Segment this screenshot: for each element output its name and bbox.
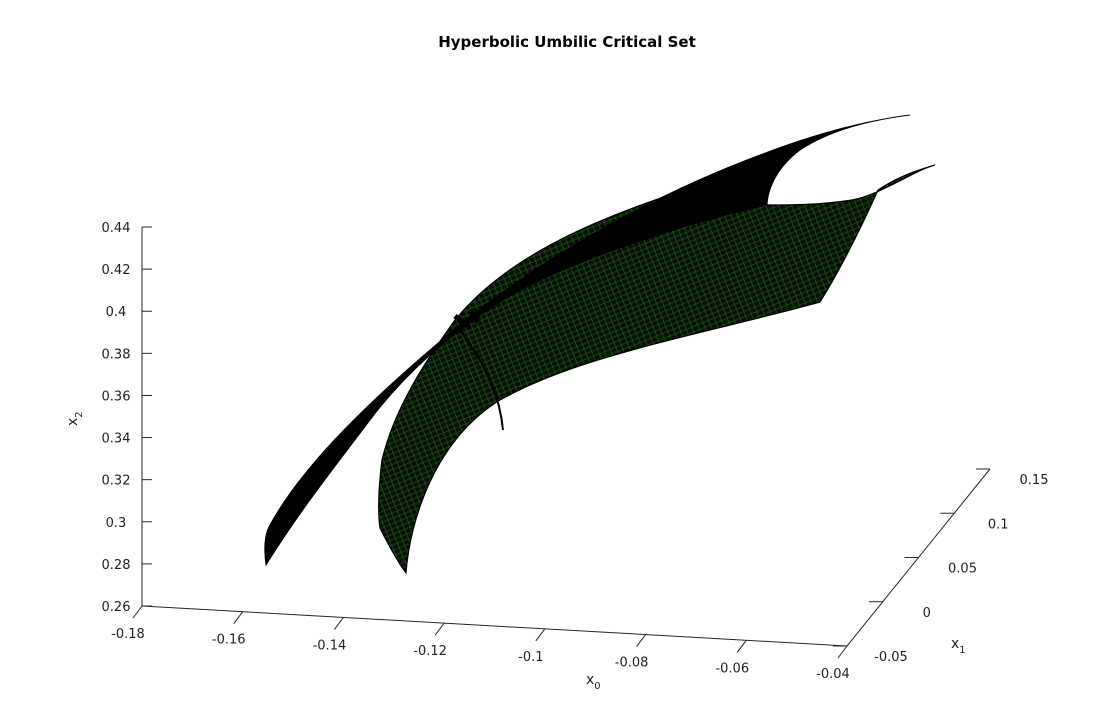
y-tick-label: 0.15: [1020, 473, 1049, 488]
y-axis-label: x1: [951, 636, 966, 656]
x-tick-mark: [334, 617, 344, 630]
z-axis-label: x2: [65, 411, 85, 426]
z-tick-label: 0.34: [102, 432, 131, 447]
x-tick-label: -0.1: [518, 650, 543, 665]
x-tick-mark: [736, 639, 747, 653]
fold-edge-line: [453, 308, 481, 330]
cusp-edge-line: [459, 329, 504, 431]
y-tick-label: 0.1: [988, 517, 1009, 532]
x-tick-label: -0.12: [413, 644, 447, 659]
x-tick-label: -0.16: [212, 633, 246, 648]
x-tick-mark: [636, 634, 646, 647]
y-tick-label: 0.05: [948, 562, 977, 577]
x-ticks: -0.18 -0.16 -0.14 -0.12 -0.1 -0.08 -0.06 -0.04: [111, 605, 850, 682]
x-tick-label: -0.04: [816, 667, 850, 682]
x-tick-label: -0.18: [111, 627, 145, 642]
z-tick-label: 0.3: [106, 516, 127, 531]
z-tick-label: 0.28: [102, 558, 131, 573]
z-axis-label-base: x: [65, 418, 81, 426]
z-tick-label: 0.42: [102, 263, 131, 278]
z-tick-label: 0.36: [102, 389, 131, 404]
x-tick-label: -0.14: [313, 638, 347, 653]
chart-title: Hyperbolic Umbilic Critical Set: [438, 33, 696, 51]
x-tick-mark: [233, 611, 244, 625]
y-axis-label-base: x: [951, 636, 959, 652]
surface-plot: [264, 114, 936, 575]
axes: 0.26 0.28 0.3 0.32 0.34 0.36 0.38 0.4 0.42 0.44 -…: [102, 221, 1049, 682]
y-tick-label: -0.05: [874, 650, 908, 665]
x-tick-mark: [837, 645, 848, 659]
z-ticks: 0.26 0.28 0.3 0.32 0.34 0.36 0.38 0.4 0.42 0.44: [102, 221, 152, 615]
z-tick-label: 0.26: [102, 600, 131, 615]
z-tick-label: 0.44: [102, 221, 131, 236]
x-axis-line: [141, 605, 848, 647]
y-axis-label-sub: 1: [959, 645, 965, 656]
x-axis-label: x0: [586, 672, 601, 692]
y-tick-label: 0: [923, 606, 931, 621]
x-axis-label-base: x: [586, 672, 594, 688]
x-tick-mark: [535, 628, 546, 642]
y-ticks: -0.05 0 0.05 0.1 0.15: [833, 468, 1049, 665]
z-tick-label: 0.38: [102, 347, 131, 362]
x-axis-label-sub: 0: [594, 681, 600, 692]
x-tick-mark: [132, 605, 143, 619]
z-tick-label: 0.32: [102, 474, 131, 489]
z-axis-label-sub: 2: [74, 411, 85, 417]
x-tick-mark: [434, 622, 445, 636]
surface-lower-sheet: [378, 164, 936, 575]
x-tick-label: -0.06: [715, 661, 749, 676]
surface-upper-sheet: [264, 114, 911, 567]
x-tick-label: -0.08: [615, 656, 649, 671]
z-tick-label: 0.4: [106, 305, 127, 320]
